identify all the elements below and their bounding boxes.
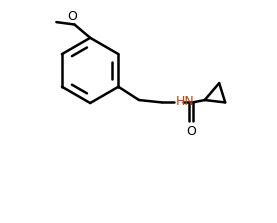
Text: O: O (186, 125, 196, 138)
Text: O: O (68, 10, 78, 23)
Text: HN: HN (176, 95, 194, 108)
